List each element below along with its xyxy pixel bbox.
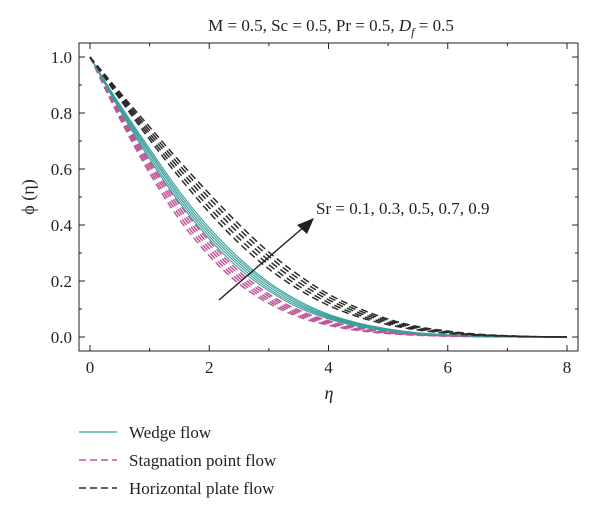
x-tick-label: 6 <box>444 358 453 377</box>
chart-title: M = 0.5, Sc = 0.5, Pr = 0.5, Df = 0.5 <box>208 16 454 39</box>
series-line-wedge-flow-3 <box>89 56 568 338</box>
plot-frame <box>78 42 579 352</box>
y-tick-label: 0.6 <box>51 160 72 179</box>
y-tick-label: 1.0 <box>51 48 72 67</box>
x-tick-label: 2 <box>205 358 214 377</box>
chart-title-suffix: = 0.5 <box>415 16 454 35</box>
series-line-horizontal-plate-flow-1 <box>89 56 568 338</box>
sr-arrow <box>218 218 314 301</box>
y-tick-label: 0.4 <box>51 216 73 235</box>
series-line-stagnation-point-flow-5 <box>89 56 568 338</box>
y-tick-label: 0.0 <box>51 328 72 347</box>
series-line-stagnation-point-flow-1 <box>89 56 568 338</box>
y-axis-ticks: 0.0 0.2 0.4 0.6 0.8 1.0 <box>51 48 578 347</box>
legend-label: Stagnation point flow <box>129 451 277 470</box>
legend-label: Horizontal plate flow <box>129 479 275 498</box>
legend: Wedge flow Stagnation point flow Horizonta… <box>79 423 277 498</box>
chart-title-f: f <box>411 25 416 39</box>
chart-title-prefix: M = 0.5, Sc = 0.5, Pr = 0.5, <box>208 16 399 35</box>
sr-annotation: Sr = 0.1, 0.3, 0.5, 0.7, 0.9 <box>316 199 489 218</box>
x-axis-title: η <box>325 383 334 403</box>
series-line-horizontal-plate-flow-3 <box>89 56 568 338</box>
x-tick-label: 4 <box>324 358 333 377</box>
series-curves <box>89 56 568 338</box>
series-line-wedge-flow-5 <box>89 56 568 338</box>
series-line-wedge-flow-1 <box>89 56 568 338</box>
chart-title-d: D <box>398 16 412 35</box>
x-tick-label: 0 <box>86 358 95 377</box>
series-line-wedge-flow-4 <box>89 56 568 338</box>
y-tick-label: 0.8 <box>51 104 72 123</box>
series-line-stagnation-point-flow-4 <box>89 56 568 338</box>
x-axis-ticks: 0 2 4 6 8 <box>86 43 572 377</box>
legend-label: Wedge flow <box>129 423 212 442</box>
series-line-wedge-flow-2 <box>89 56 568 338</box>
x-tick-label: 8 <box>563 358 572 377</box>
series-line-horizontal-plate-flow-4 <box>89 56 568 338</box>
series-line-horizontal-plate-flow-5 <box>89 56 568 338</box>
series-line-stagnation-point-flow-2 <box>89 56 568 338</box>
y-tick-label: 0.2 <box>51 272 72 291</box>
y-axis-title: ϕ (η) <box>18 179 39 214</box>
series-line-stagnation-point-flow-3 <box>89 56 568 338</box>
series-line-horizontal-plate-flow-2 <box>89 56 568 338</box>
